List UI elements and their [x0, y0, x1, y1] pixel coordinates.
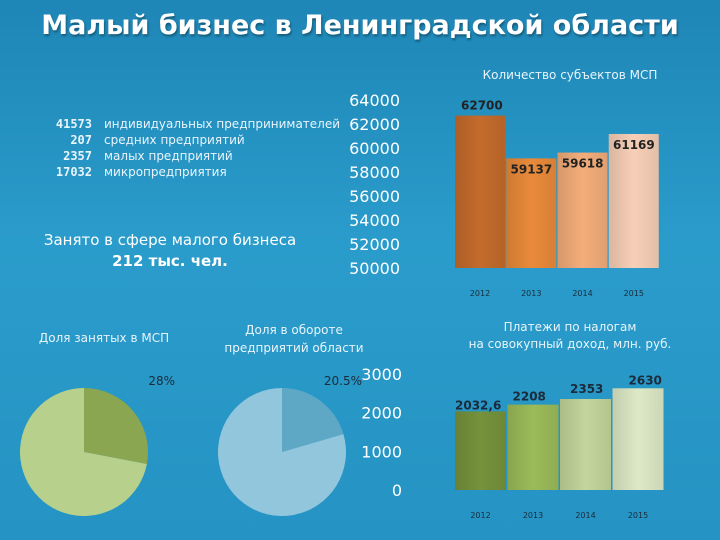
employed-share-chart: Доля занятых в МСП 28% [20, 331, 175, 516]
chart-title-line: предприятий области [224, 341, 363, 355]
employed-summary: Занято в сфере малого бизнеса 212 тыс. ч… [40, 230, 300, 272]
data-label: 61169 [613, 138, 655, 152]
chart-title-line: Доля в обороте [245, 323, 343, 337]
stat-label: индивидуальных предпринимателей [104, 117, 341, 131]
employed-label: Занято в сфере малого бизнеса [43, 231, 297, 249]
y-tick-label: 54000 [349, 211, 400, 230]
x-tick-label: 2012 [470, 511, 490, 520]
pie-slice [282, 388, 344, 452]
y-tick-label: 56000 [349, 187, 400, 206]
stat-label: малых предприятий [104, 149, 233, 163]
bar-shade [612, 388, 664, 490]
chart-title: Доля в обороте предприятий области [224, 323, 363, 355]
y-tick-label: 60000 [349, 139, 400, 158]
msp-count-chart: Количество субъектов МСП 64000 62000 60000 5… [349, 68, 659, 298]
chart-title: Количество субъектов МСП [483, 68, 658, 82]
stats-table: 41573 индивидуальных предпринимателей 20… [30, 116, 340, 180]
stats-row: 2357 малых предприятий [30, 148, 340, 164]
stats-row: 41573 индивидуальных предпринимателей [30, 116, 340, 132]
chart-title-line: Платежи по налогам [504, 320, 637, 334]
bar-shade [455, 411, 506, 490]
x-tick-label: 2012 [470, 289, 490, 298]
x-tick-label: 2013 [523, 511, 543, 520]
data-label: 28% [148, 374, 175, 388]
bar-shade [455, 115, 505, 268]
data-label: 59137 [511, 162, 553, 176]
stat-label: микропредприятия [104, 165, 227, 179]
data-label: 59618 [562, 157, 604, 171]
bar-shade [507, 404, 559, 490]
y-tick-label: 52000 [349, 235, 400, 254]
stats-row: 207 средних предприятий [30, 132, 340, 148]
y-tick-label: 50000 [349, 259, 400, 278]
y-tick-label: 3000 [361, 365, 402, 384]
stat-value: 17032 [55, 165, 92, 179]
data-label: 20.5% [324, 374, 362, 388]
x-tick-label: 2015 [628, 511, 648, 520]
data-label: 2208 [513, 390, 546, 404]
tax-payments-chart: Платежи по налогам на совокупный доход, м… [361, 320, 671, 520]
data-label: 62700 [461, 99, 503, 113]
y-tick-label: 2000 [361, 404, 402, 423]
bar-shade [560, 399, 611, 490]
stat-value: 207 [70, 133, 92, 147]
x-tick-label: 2015 [624, 289, 644, 298]
x-tick-label: 2014 [572, 289, 592, 298]
y-tick-label: 1000 [361, 442, 402, 461]
y-tick-label: 64000 [349, 91, 400, 110]
pie-slice [84, 388, 148, 464]
chart-title: Платежи по налогам на совокупный доход, м… [469, 320, 672, 351]
x-tick-label: 2013 [521, 289, 541, 298]
chart-title-line: на совокупный доход, млн. руб. [469, 337, 672, 351]
stat-label: средних предприятий [104, 133, 245, 147]
bar-shade [506, 158, 557, 268]
stat-value: 2357 [63, 149, 92, 163]
bar-shade [557, 152, 608, 268]
stats-row: 17032 микропредприятия [30, 164, 340, 180]
turnover-share-chart: Доля в обороте предприятий области 20.5% [217, 323, 364, 516]
pie-slice [20, 388, 147, 516]
y-tick-label: 58000 [349, 163, 400, 182]
y-tick-label: 0 [392, 481, 402, 500]
data-label: 2032,6 [455, 398, 501, 412]
stat-value: 41573 [55, 117, 92, 131]
bar-shade [608, 133, 659, 268]
data-label: 2630 [629, 373, 662, 387]
pie-slice [217, 388, 346, 516]
y-tick-label: 62000 [349, 115, 400, 134]
data-label: 2353 [570, 382, 603, 396]
x-tick-label: 2014 [575, 511, 595, 520]
employed-value: 212 тыс. чел. [112, 252, 228, 270]
page-title: Малый бизнес в Ленинградской области [41, 10, 679, 41]
chart-title: Доля занятых в МСП [39, 331, 169, 345]
